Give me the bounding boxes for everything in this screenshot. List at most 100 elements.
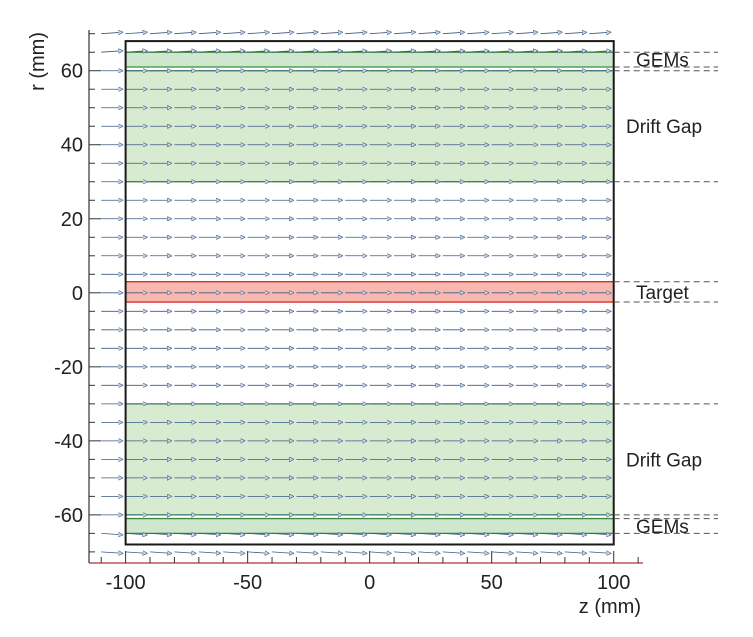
field-arrow (101, 552, 123, 554)
field-arrow (296, 51, 318, 53)
detector-boundary-box (124, 40, 615, 546)
field-arrow (467, 552, 489, 554)
field-arrow (369, 32, 392, 34)
field-arrow (491, 32, 514, 34)
field-arrow (540, 51, 562, 53)
y-tick-label: -40 (54, 431, 83, 453)
x-axis-title: z (mm) (579, 596, 641, 618)
field-arrow (540, 533, 562, 535)
field-arrow (564, 533, 587, 535)
field-arrow (247, 533, 270, 535)
field-arrow (516, 51, 538, 53)
field-arrow (223, 552, 245, 554)
field-arrow (247, 32, 270, 34)
field-arrow (540, 32, 562, 34)
field-arrow (174, 51, 196, 53)
field-arrow (369, 533, 392, 535)
field-arrow (394, 533, 416, 535)
field-arrow (272, 32, 294, 34)
field-arrow (272, 552, 294, 554)
detector-box-layer (124, 40, 615, 546)
field-arrow (345, 552, 367, 554)
field-arrow (149, 32, 172, 34)
field-arrow (247, 552, 270, 554)
field-arrow (296, 533, 318, 535)
field-arrow (369, 51, 392, 53)
field-arrow (589, 533, 611, 535)
y-tick-label: 60 (61, 61, 83, 83)
field-arrow (320, 51, 343, 53)
field-arrow (394, 32, 416, 34)
field-arrow (247, 51, 270, 53)
field-arrow (418, 552, 440, 554)
field-arrow (223, 32, 245, 34)
field-arrow (198, 51, 221, 53)
field-arrows-layer (101, 32, 611, 553)
field-arrow (320, 552, 343, 554)
x-tick-label: 100 (597, 572, 630, 594)
field-arrow (345, 533, 367, 535)
field-arrow (272, 51, 294, 53)
field-arrow (369, 552, 392, 554)
field-arrow (198, 533, 221, 535)
field-arrow (125, 533, 148, 535)
field-arrow (101, 533, 123, 535)
field-arrow (491, 552, 514, 554)
field-arrow (272, 533, 294, 535)
field-arrow (320, 533, 343, 535)
field-arrow (149, 533, 172, 535)
y-tick-label: 40 (61, 135, 83, 157)
region-target-2 (125, 281, 614, 303)
field-arrow (589, 51, 611, 53)
field-arrow (516, 552, 538, 554)
field-arrow (540, 552, 562, 554)
field-arrow (589, 552, 611, 554)
field-arrow (491, 51, 514, 53)
field-arrow (198, 32, 221, 34)
field-arrow (149, 51, 172, 53)
x-tick-label: -50 (233, 572, 262, 594)
field-arrow (125, 51, 148, 53)
field-arrow (345, 32, 367, 34)
field-arrow (467, 533, 489, 535)
field-arrow (174, 533, 196, 535)
field-arrow (418, 32, 440, 34)
field-arrow (491, 533, 514, 535)
y-tick-label: 20 (61, 209, 83, 231)
field-arrow (174, 552, 196, 554)
field-arrow (442, 552, 465, 554)
field-arrow (223, 51, 245, 53)
field-arrow (516, 32, 538, 34)
field-arrow (101, 32, 123, 34)
y-tick-label: 0 (72, 283, 83, 305)
field-arrow (442, 32, 465, 34)
y-tick-label: -20 (54, 357, 83, 379)
boundary-lines-layer (613, 51, 718, 534)
region-label-drift-gap: Drift Gap (626, 117, 702, 138)
field-arrow (320, 32, 343, 34)
field-arrow (564, 552, 587, 554)
x-tick-label: -100 (106, 572, 146, 594)
field-arrow (418, 533, 440, 535)
field-arrow (125, 552, 148, 554)
field-arrow (101, 51, 123, 53)
field-arrow (418, 51, 440, 53)
region-label-drift-gap: Drift Gap (626, 450, 702, 471)
field-arrow (564, 32, 587, 34)
field-arrow (174, 32, 196, 34)
y-tick-label: -60 (54, 505, 83, 527)
field-arrow (345, 51, 367, 53)
field-arrow (296, 552, 318, 554)
axes-layer: -100 -50 0 50 100 60 40 20 0 -20 -40 -60 z (mm) r (mm… (27, 30, 643, 618)
field-arrow (442, 533, 465, 535)
region-label-target: Target (636, 283, 690, 304)
field-arrow (125, 32, 148, 34)
y-axis-title: r (mm) (27, 32, 49, 91)
region-gems-0 (125, 52, 614, 68)
field-arrow (223, 533, 245, 535)
region-labels-layer: GEMs Drift Gap Target Drift Gap GEMs (626, 51, 702, 538)
region-label-gems: GEMs (636, 517, 689, 538)
field-arrow (442, 51, 465, 53)
